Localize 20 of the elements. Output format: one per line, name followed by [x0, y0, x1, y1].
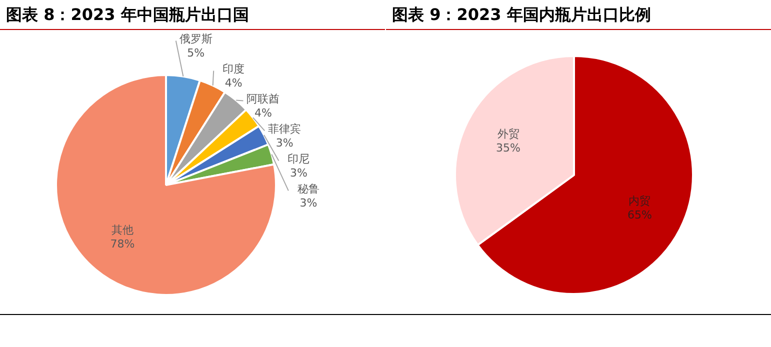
slice-label: 印度	[222, 62, 245, 76]
slice-label: 印尼	[288, 152, 310, 166]
data-label: 4%	[254, 106, 272, 120]
data-label: 4%	[224, 76, 242, 90]
chart-title: 图表 8：2023 年中国瓶片出口国	[0, 0, 385, 30]
slice-label: 其他	[112, 223, 134, 236]
slice-label: 菲律宾	[268, 122, 302, 136]
chart-title: 图表 9：2023 年国内瓶片出口比例	[386, 0, 771, 30]
data-label: 35%	[496, 141, 520, 154]
slice-label: 阿联酋	[246, 92, 280, 106]
slice-label: 俄罗斯	[179, 32, 212, 46]
data-label: 3%	[276, 136, 294, 150]
data-label: 78%	[110, 237, 135, 250]
data-label: 3%	[300, 196, 318, 210]
slice-label: 秘鲁	[297, 182, 320, 196]
data-label: 3%	[290, 166, 308, 180]
data-label: 5%	[187, 46, 205, 60]
data-label: 65%	[628, 208, 652, 222]
slice-label: 外贸	[497, 127, 520, 140]
slice-label: 内贸	[628, 194, 651, 208]
